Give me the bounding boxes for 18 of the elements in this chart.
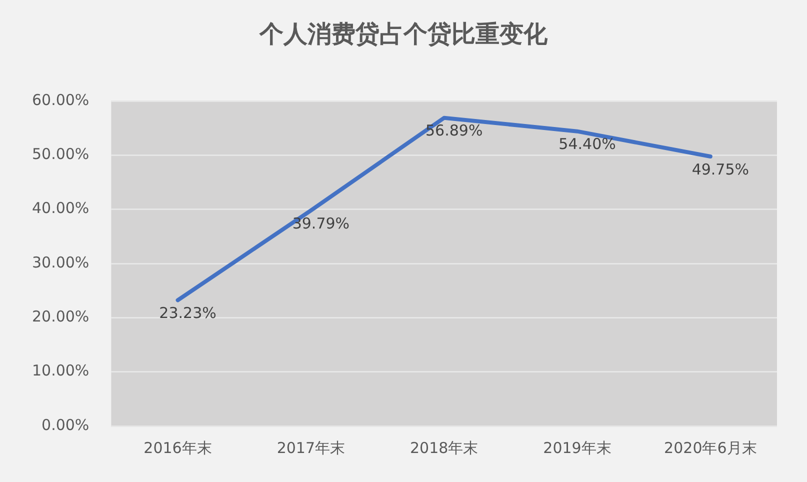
data-label: 23.23% — [159, 304, 216, 322]
data-label: 56.89% — [425, 122, 483, 140]
x-tick-label: 2019年末 — [543, 438, 612, 457]
x-tick-label: 2016年末 — [144, 438, 212, 457]
data-label: 49.75% — [692, 160, 750, 178]
y-tick-label: 60.00% — [32, 90, 90, 109]
y-tick-label: 30.00% — [32, 253, 90, 272]
y-tick-label: 40.00% — [32, 199, 90, 218]
chart-title: 个人消费贷占个贷比重变化 — [258, 19, 548, 50]
y-tick-label: 10.00% — [32, 362, 90, 380]
data-label: 54.40% — [558, 135, 616, 154]
x-tick-label: 2018年末 — [410, 438, 478, 457]
data-label: 39.79% — [292, 214, 350, 232]
y-tick-label: 0.00% — [42, 416, 90, 434]
y-tick-label: 20.00% — [32, 308, 90, 326]
y-tick-label: 50.00% — [32, 145, 90, 164]
x-tick-label: 2017年末 — [276, 438, 346, 457]
x-tick-label: 2020年6月末 — [664, 438, 757, 457]
